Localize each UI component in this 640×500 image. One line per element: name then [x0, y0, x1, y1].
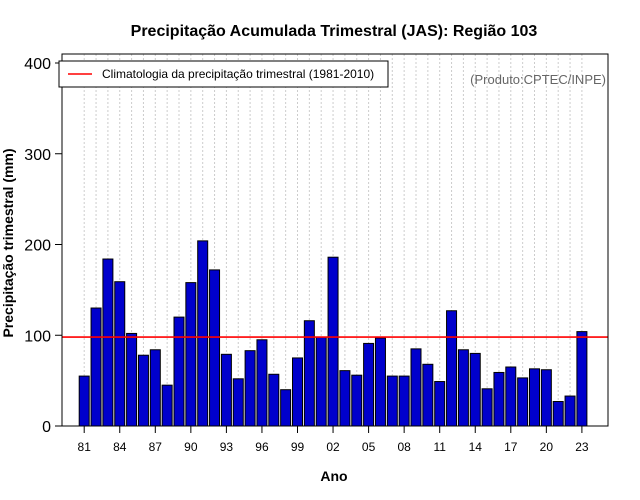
- bar-1989: [173, 316, 185, 427]
- x-tick-label: 87: [149, 440, 163, 454]
- y-axis-label: Precipitação trimestral (mm): [0, 148, 16, 337]
- x-tick-label: 20: [540, 440, 554, 454]
- x-tick-label: 11: [433, 440, 446, 454]
- x-tick-label: 99: [291, 440, 305, 454]
- x-tick-label: 96: [255, 440, 269, 454]
- bar-2007: [386, 375, 398, 427]
- bars: [78, 240, 588, 427]
- bar-2012: [446, 310, 458, 427]
- bar-2011: [434, 381, 446, 427]
- y-tick-label: 0: [42, 419, 51, 436]
- bar-2009: [410, 348, 422, 427]
- x-axis: 81 84 87 90 93 96 99 02 05 08 11 14 17 20 23: [78, 426, 589, 454]
- bar-2015: [481, 388, 493, 427]
- bar-1998: [280, 389, 292, 427]
- bar-2022: [564, 395, 576, 427]
- plot-frame: [61, 53, 609, 427]
- x-tick-label: 05: [362, 440, 376, 454]
- bar-2020: [540, 369, 552, 427]
- legend: Climatologia da precipitação trimestral …: [58, 60, 389, 88]
- bar-1990: [185, 282, 197, 427]
- x-tick-label: 93: [220, 440, 234, 454]
- y-tick-label: 200: [24, 238, 51, 255]
- bar-1981: [78, 375, 90, 427]
- bar-2001: [315, 336, 327, 427]
- bar-2018: [517, 377, 529, 427]
- bar-2016: [493, 371, 505, 427]
- bar-2008: [398, 375, 410, 427]
- x-tick-label: 84: [113, 440, 127, 454]
- bar-2021: [552, 400, 564, 427]
- x-tick-label: 81: [78, 440, 92, 454]
- y-tick-label: 400: [24, 56, 51, 73]
- bar-2002: [327, 256, 339, 427]
- bar-2019: [529, 368, 540, 427]
- bar-2013: [457, 349, 469, 427]
- x-tick-label: 17: [504, 440, 518, 454]
- bar-1987: [149, 349, 161, 427]
- chart-title: Precipitação Acumulada Trimestral (JAS):…: [131, 23, 538, 40]
- bar-2004: [351, 374, 363, 427]
- credit-text: (Produto:CPTEC/INPE): [470, 72, 606, 87]
- bar-1993: [220, 353, 232, 427]
- bar-1983: [102, 258, 114, 427]
- bar-1984: [114, 281, 126, 427]
- bar-2023: [576, 331, 588, 427]
- bar-1994: [232, 378, 244, 427]
- x-tick-label: 02: [326, 440, 340, 454]
- x-tick-label: 23: [575, 440, 589, 454]
- bar-1986: [137, 354, 149, 427]
- bar-1995: [244, 350, 256, 427]
- bar-1996: [256, 339, 268, 427]
- bar-2005: [363, 342, 375, 427]
- x-tick-label: 90: [184, 440, 198, 454]
- bar-1988: [161, 384, 173, 427]
- bar-1999: [292, 357, 303, 427]
- y-tick-label: 100: [24, 328, 51, 345]
- bar-2003: [339, 370, 351, 427]
- bar-1991: [197, 240, 209, 427]
- bar-2017: [505, 366, 517, 427]
- grid-lines: [83, 54, 583, 426]
- bar-1992: [209, 269, 221, 427]
- y-tick-label: 300: [24, 147, 51, 164]
- bar-1985: [126, 332, 138, 427]
- x-tick-label: 08: [397, 440, 411, 454]
- bar-2014: [469, 352, 481, 427]
- bar-1982: [90, 307, 102, 427]
- legend-box: [58, 60, 389, 88]
- x-tick-label: 14: [469, 440, 483, 454]
- legend-label: Climatologia da precipitação trimestral …: [102, 67, 374, 81]
- bar-1997: [268, 373, 280, 427]
- x-axis-label: Ano: [320, 468, 347, 484]
- bar-2010: [422, 363, 434, 427]
- bar-2006: [374, 337, 386, 427]
- y-axis: 0 100 200 300 400: [24, 56, 62, 436]
